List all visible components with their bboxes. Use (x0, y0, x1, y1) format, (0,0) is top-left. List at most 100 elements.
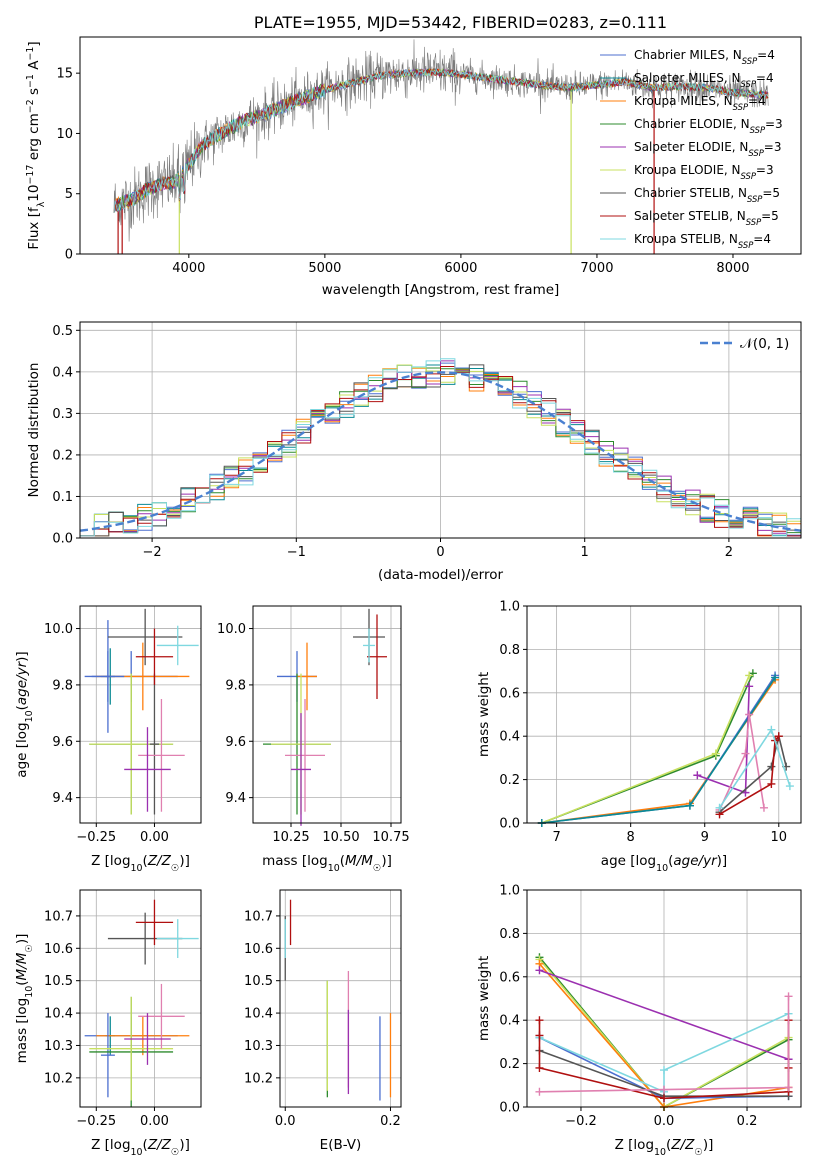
plot-frame-0 (79, 36, 802, 255)
weight-line-7-8 (539, 996, 790, 1093)
residual-histogram-8 (80, 358, 801, 537)
weight-marker-4-4-1 (685, 801, 694, 810)
weight-marker-4-8-3 (774, 732, 783, 741)
weight-marker-7-7-2 (535, 1063, 544, 1072)
tick-label-x-5-1: 0.00 (140, 1114, 169, 1129)
tick-label-x-2-0: −0.25 (76, 830, 116, 845)
weight-marker-7-8-1 (660, 1085, 668, 1094)
legend-label-3: Chabrier ELODIE, NSSP=3 (634, 117, 783, 135)
tick-label-x-7-2: 0.2 (737, 1114, 758, 1129)
tick-label-x-1-0: −2 (143, 545, 162, 560)
y-axis-label-spectrum: Flux [fλ10−17 erg cm−2 s−1 A−1] (25, 41, 47, 249)
tick-label-x-7-1: 0.0 (654, 1114, 675, 1129)
x-axis-label-age-z: Z [log10(Z/Z☉)] (91, 853, 190, 874)
weight-line-4-6 (718, 714, 765, 811)
tick-label-y-6-4: 10.6 (244, 942, 273, 957)
weight-marker-4-9-1 (767, 725, 776, 734)
tick-label-y-1-1: 0.1 (52, 490, 73, 505)
weight-marker-7-7-0 (535, 1016, 544, 1025)
x-axis-label-weight-age: age [log10(age/yr)] (601, 853, 727, 874)
tick-label-y-2-3: 10.0 (44, 622, 73, 637)
tick-label-y-6-0: 10.2 (244, 1071, 273, 1086)
tick-label-y-5-1: 10.3 (44, 1039, 73, 1054)
tick-label-y-4-3: 0.6 (499, 686, 520, 701)
chart-title: PLATE=1955, MJD=53442, FIBERID=0283, z=0… (254, 13, 667, 32)
tick-label-x-4-0: 7 (552, 830, 560, 845)
y-axis-label-residual: Normed distribution (26, 363, 42, 498)
tick-label-y-7-1: 0.2 (499, 1057, 520, 1072)
tick-label-y-2-2: 9.8 (52, 678, 73, 693)
model-fit-line-8 (113, 68, 769, 213)
legend-label-4: Salpeter ELODIE, NSSP=3 (634, 140, 782, 158)
tick-label-y-7-2: 0.4 (499, 1014, 520, 1029)
tick-label-y-5-0: 10.2 (44, 1071, 73, 1086)
observed-spectrum-line (113, 39, 769, 242)
tick-label-y-0-1: 5 (65, 187, 73, 202)
tick-label-y-5-5: 10.7 (44, 909, 73, 924)
tick-label-x-4-2: 9 (701, 830, 709, 845)
tick-label-y-6-5: 10.7 (244, 909, 273, 924)
weight-line-4-0 (541, 672, 754, 824)
tick-label-x-0-1: 5000 (308, 261, 341, 276)
weight-line-4-1 (541, 675, 750, 824)
x-axis-label-ebv: E(B-V) (320, 1137, 362, 1153)
tick-label-y-3-2: 9.8 (225, 678, 246, 693)
legend-label-normal: 𝒩(0, 1) (740, 336, 789, 352)
tick-label-y-4-0: 0.0 (499, 817, 520, 832)
weight-marker-7-3-0 (535, 966, 544, 975)
weight-marker-4-1-1 (711, 749, 720, 758)
weight-marker-4-1-2 (745, 671, 754, 680)
weight-line-4-4 (541, 677, 776, 824)
y-axis-label-mass-z: mass [log10(M/M☉)] (14, 934, 35, 1064)
weight-marker-7-7-1 (535, 1031, 544, 1040)
y-axis-label-weight-z: mass weight (476, 956, 492, 1041)
residual-histogram-7 (80, 366, 801, 537)
tick-label-y-7-3: 0.6 (499, 970, 520, 985)
weight-marker-4-5-2 (745, 682, 754, 691)
tick-label-y-3-0: 9.4 (225, 791, 246, 806)
tick-label-y-4-5: 1.0 (499, 600, 520, 615)
tick-label-y-1-3: 0.3 (52, 407, 73, 422)
legend-label-2: Kroupa MILES, NSSP=4 (634, 94, 766, 112)
tick-label-x-3-2: 10.75 (372, 830, 409, 845)
tick-label-x-1-3: 1 (581, 545, 589, 560)
plot-frame-2 (79, 605, 202, 824)
weight-marker-4-7-1 (767, 762, 776, 771)
tick-label-y-0-3: 15 (56, 67, 73, 82)
plot-frame-6 (279, 889, 402, 1108)
weight-marker-7-8-0 (535, 1087, 544, 1096)
tick-label-y-1-5: 0.5 (52, 324, 73, 339)
tick-label-y-7-5: 1.0 (499, 884, 520, 899)
weight-line-7-3 (539, 969, 789, 1061)
normal-reference-curve (79, 371, 802, 532)
weight-marker-4-8-1 (767, 779, 776, 788)
tick-label-x-4-3: 10 (771, 830, 788, 845)
weight-marker-7-5-2 (660, 1066, 668, 1075)
y-axis-label-weight-age: mass weight (476, 672, 492, 757)
tick-label-x-0-3: 7000 (580, 261, 613, 276)
legend-label-0: Chabrier MILES, NSSP=4 (634, 48, 775, 66)
plot-frame-4 (526, 605, 802, 824)
weight-marker-4-4-2 (771, 673, 780, 682)
tick-label-y-4-1: 0.2 (499, 773, 520, 788)
weight-marker-4-9-2 (785, 782, 794, 791)
tick-label-x-3-0: 10.25 (272, 830, 309, 845)
weight-marker-4-6-3 (759, 803, 768, 812)
grid-layer (80, 322, 801, 1108)
tick-label-x-1-1: −1 (287, 545, 306, 560)
weight-marker-7-7-3 (660, 1094, 668, 1103)
x-axis-label-spectrum: wavelength [Angstrom, rest frame] (322, 282, 560, 298)
tick-label-y-1-4: 0.4 (52, 365, 73, 380)
tick-label-x-6-1: 0.2 (380, 1114, 401, 1129)
tick-label-y-7-4: 0.8 (499, 927, 520, 942)
tick-label-y-2-1: 9.6 (52, 735, 73, 750)
tick-label-x-0-4: 8000 (716, 261, 749, 276)
weight-marker-4-5-0 (693, 771, 702, 780)
weight-marker-4-6-1 (741, 749, 750, 758)
tick-label-y-3-1: 9.6 (225, 735, 246, 750)
tick-label-y-5-3: 10.5 (44, 974, 73, 989)
frame-layer (76, 36, 802, 1111)
weight-line-4-8 (719, 735, 780, 815)
y-axis-label-age-z: age [log10(age/yr)] (14, 651, 35, 777)
